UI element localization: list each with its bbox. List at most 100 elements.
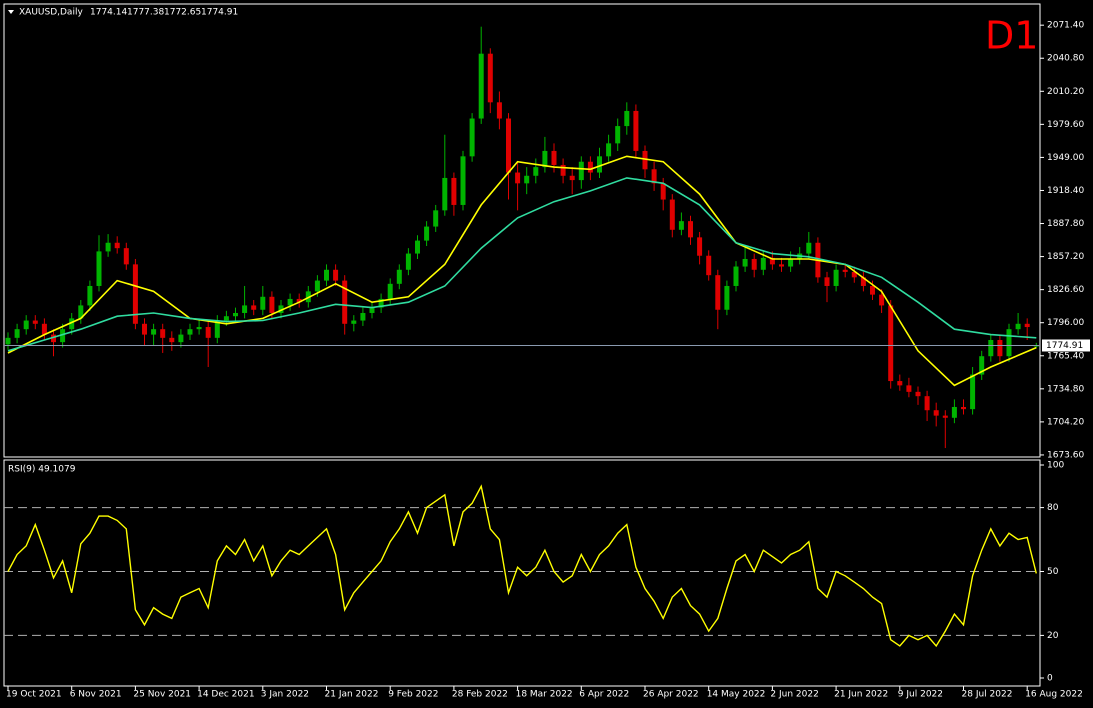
y-tick-label: 1949.00: [1047, 153, 1084, 163]
quote-open: 1774.14: [90, 8, 127, 18]
candle-body: [560, 164, 566, 176]
candle-body: [924, 396, 930, 411]
candle-body: [642, 150, 648, 170]
x-tick-label: 26 Apr 2022: [643, 690, 699, 700]
rsi-panel: [3, 459, 1041, 687]
candle-body: [333, 269, 339, 281]
candle-body: [442, 177, 448, 211]
candle-body: [214, 320, 220, 338]
candle-body: [460, 156, 466, 205]
candle-body: [205, 327, 211, 338]
x-tick-label: 21 Jan 2022: [325, 690, 379, 700]
candle-body: [142, 323, 147, 335]
candle-body: [360, 312, 366, 321]
candle-body: [915, 391, 921, 397]
candle-body: [751, 258, 757, 270]
candle-body: [469, 118, 475, 157]
x-tick-label: 14 Dec 2021: [197, 690, 255, 700]
candle-body: [433, 210, 439, 227]
candle-body: [196, 327, 202, 330]
candle-body: [478, 53, 484, 119]
x-tick-label: 28 Feb 2022: [452, 690, 508, 700]
candle-body: [715, 275, 721, 310]
x-tick-label: 19 Oct 2021: [6, 690, 62, 700]
candle-body: [78, 305, 84, 319]
x-tick-label: 18 Mar 2022: [516, 690, 573, 700]
candle-body: [951, 406, 957, 418]
quote-high: 1777.38: [127, 8, 164, 18]
candle-body: [842, 269, 848, 272]
y-tick-label: 1734.80: [1047, 384, 1084, 394]
candle-body: [506, 118, 511, 173]
candle-body: [524, 175, 530, 184]
candle-body: [60, 329, 66, 343]
candle-body: [569, 175, 575, 181]
candle-body: [851, 271, 857, 278]
price-panel: [3, 3, 1041, 458]
candle-body: [1024, 323, 1030, 328]
moving-average: [7, 155, 1037, 387]
candle-body: [151, 329, 157, 335]
candle-body: [979, 356, 985, 375]
x-tick-label: 25 Nov 2021: [133, 690, 191, 700]
y-tick-label: 1826.60: [1047, 285, 1084, 295]
x-tick-label: 6 Nov 2021: [70, 690, 122, 700]
candle-body: [351, 320, 357, 324]
price-label: 1774.91: [1046, 341, 1083, 351]
y-tick-label: 1918.40: [1047, 186, 1084, 196]
candle-body: [897, 381, 903, 386]
y-tick-label: 2040.80: [1047, 54, 1084, 64]
candle-body: [96, 251, 102, 286]
candle-body: [260, 296, 266, 310]
candle-body: [933, 410, 939, 416]
candle-body: [278, 305, 284, 313]
candle-body: [178, 334, 184, 343]
candle-body: [788, 258, 794, 267]
candle-body: [233, 312, 238, 317]
candle-body: [997, 339, 1003, 357]
candle-body: [551, 150, 557, 165]
candle-body: [451, 177, 457, 205]
candle-body: [824, 277, 830, 286]
candle-body: [779, 264, 784, 267]
y-tick-label: 1887.80: [1047, 219, 1084, 229]
candle-body: [123, 248, 129, 265]
x-tick-label: 9 Jul 2022: [898, 690, 943, 700]
candle-body: [342, 280, 348, 324]
x-tick-label: 3 Jan 2022: [261, 690, 309, 700]
candle-body: [760, 257, 766, 270]
candle-body: [606, 143, 612, 157]
y-tick-label: 50: [1047, 567, 1059, 577]
candle-body: [51, 334, 56, 343]
rsi-title: RSI(9) 49.1079: [8, 465, 76, 475]
y-tick-label: 80: [1047, 503, 1059, 513]
candle-body: [87, 285, 93, 306]
candle-body: [296, 298, 302, 303]
candle-body: [1006, 329, 1012, 357]
moving-average: [7, 177, 1037, 352]
candle-body: [879, 294, 885, 306]
candle-body: [396, 269, 402, 284]
candle-body: [587, 161, 593, 173]
candle-body: [405, 253, 411, 270]
candle-body: [387, 283, 393, 299]
y-tick-label: 2010.20: [1047, 87, 1084, 97]
menu-arrow[interactable]: [8, 10, 14, 14]
candle-body: [14, 329, 20, 338]
candle-body: [660, 183, 666, 200]
candle-body: [160, 329, 166, 338]
candle-body: [424, 226, 430, 241]
candle-body: [542, 150, 548, 168]
x-tick-label: 2 Jun 2022: [770, 690, 818, 700]
candle-body: [697, 237, 703, 256]
y-tick-label: 1796.00: [1047, 318, 1084, 328]
candle-body: [624, 110, 630, 127]
rsi-line: [7, 484, 1037, 648]
price-label-box: [1042, 339, 1090, 352]
candle-body: [860, 277, 866, 286]
quote-close: 1774.91: [201, 8, 238, 18]
chart-title: XAUUSD,Daily: [19, 8, 83, 18]
candle-body: [578, 161, 584, 181]
y-tick-label: 1765.40: [1047, 351, 1084, 361]
